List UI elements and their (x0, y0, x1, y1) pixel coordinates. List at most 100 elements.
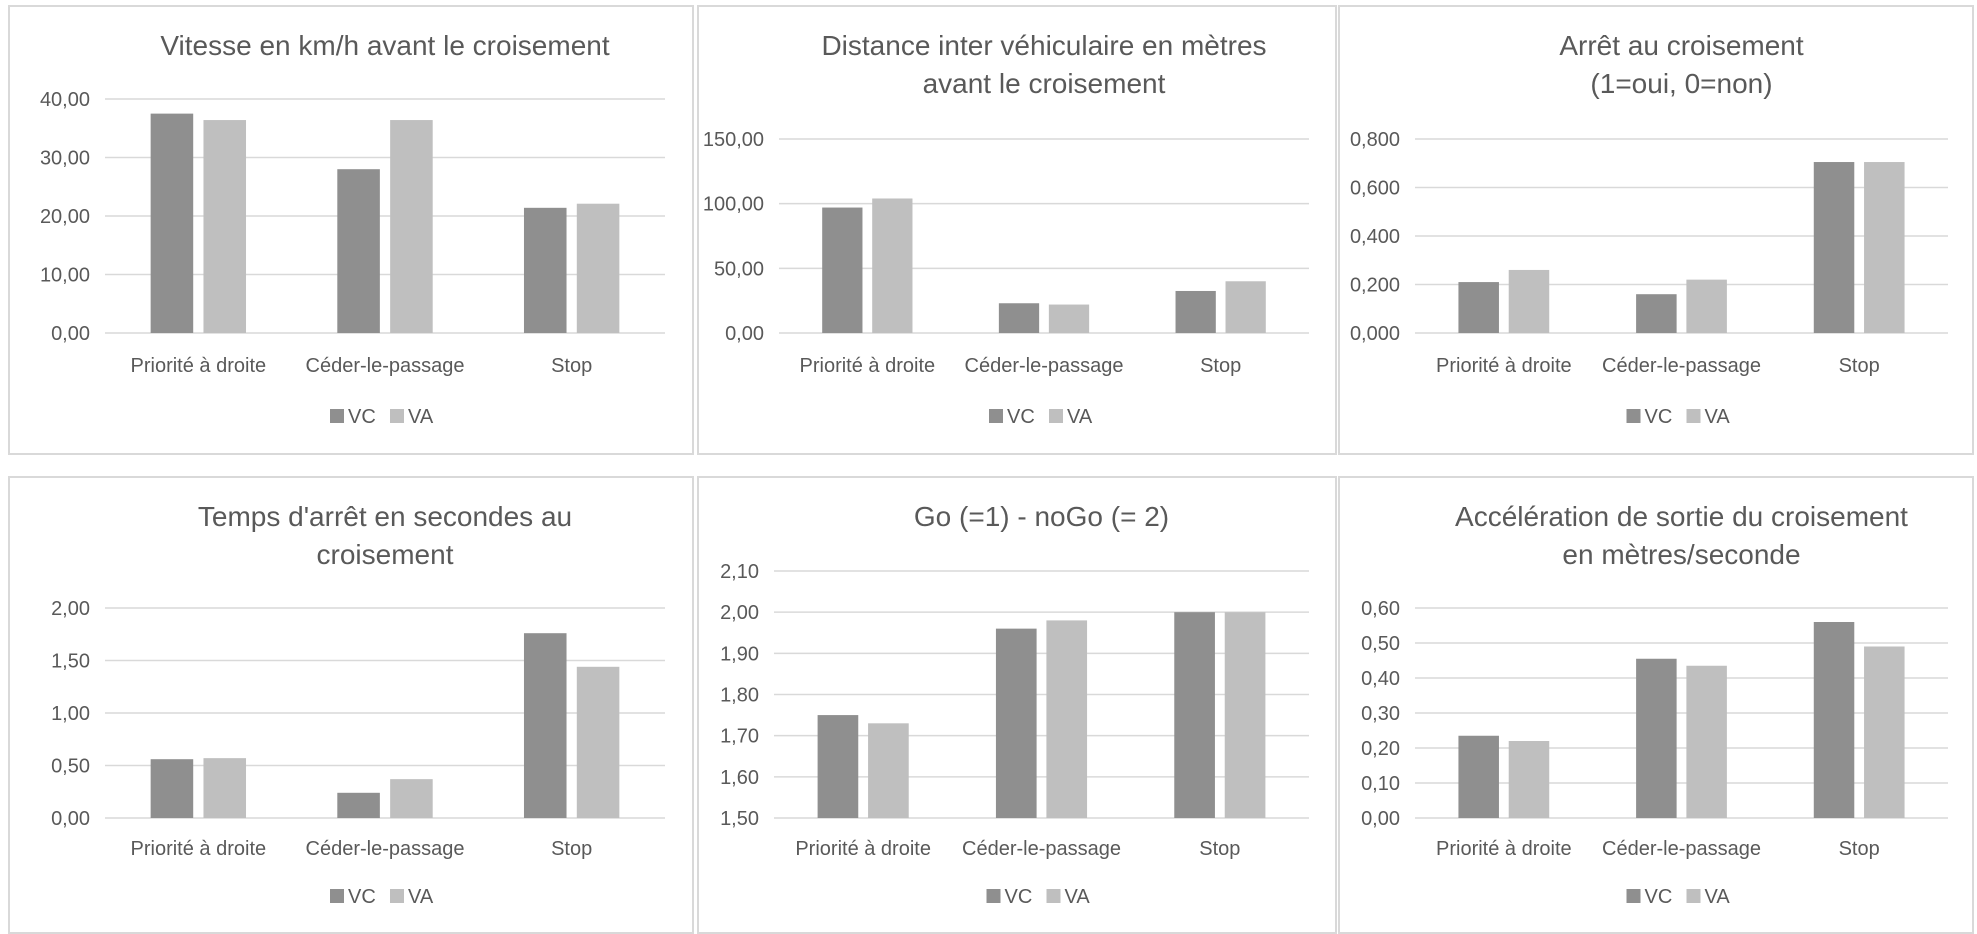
legend-label: VC (1007, 406, 1035, 428)
chart-panel-stop-time: Temps d'arrêt en secondes au croisement 0,… (8, 476, 694, 934)
y-tick-label: 2,00 (51, 598, 90, 620)
chart-panel-speed: Vitesse en km/h avant le croisement 0,00 1… (8, 5, 694, 455)
legend-swatch (1049, 409, 1063, 423)
bar-vc (1813, 162, 1855, 333)
x-category-label: Stop (1839, 838, 1880, 860)
chart-title: Arrêt au croisement (1559, 30, 1804, 61)
bar-va (390, 779, 433, 818)
bar-vc (337, 792, 380, 818)
bar-va (1046, 620, 1088, 818)
bar-vc (995, 628, 1037, 818)
bar-vc (1636, 658, 1677, 818)
chart-title: Vitesse en km/h avant le croisement (160, 30, 609, 61)
x-category-label: Priorité à droite (1436, 838, 1572, 860)
bar-vc (817, 715, 859, 818)
bar-va (203, 758, 247, 818)
legend-swatch (1626, 889, 1641, 903)
chart-svg: Temps d'arrêt en secondes au croisement 0,… (51, 501, 665, 908)
x-category-label: Céder-le-passage (1602, 838, 1761, 860)
legend-swatch (986, 889, 1001, 903)
legend-label: VC (1005, 886, 1033, 908)
chart-panel-stop: Arrêt au croisement (1=oui, 0=non) 0,000 0,… (1338, 5, 1974, 455)
y-tick-label: 0,40 (1361, 668, 1400, 690)
y-tick-label: 0,00 (51, 808, 90, 830)
chart-title: croisement (317, 539, 454, 570)
legend-label: VA (1705, 886, 1731, 908)
x-category-label: Priorité à droite (800, 355, 936, 377)
y-tick-label: 0,50 (1361, 633, 1400, 655)
x-category-label: Priorité à droite (795, 838, 931, 860)
bar-va (1224, 612, 1266, 818)
bar-vc (337, 169, 380, 333)
x-category-label: Céder-le-passage (962, 838, 1121, 860)
chart-title: en mètres/seconde (1562, 539, 1800, 570)
chart-title: Temps d'arrêt en secondes au (198, 501, 572, 532)
y-tick-label: 1,50 (720, 808, 759, 830)
legend-swatch (330, 409, 344, 423)
bar-va (390, 120, 433, 333)
legend-swatch (330, 889, 344, 903)
bar-vc (998, 303, 1040, 333)
legend-swatch (390, 409, 404, 423)
x-category-label: Stop (1200, 355, 1241, 377)
bar-va (1048, 304, 1090, 333)
bar-va (1508, 741, 1550, 818)
y-tick-label: 0,00 (725, 323, 764, 345)
legend-label: VA (1065, 886, 1091, 908)
legend-label: VC (348, 406, 376, 428)
y-tick-label: 0,600 (1350, 178, 1400, 200)
bar-va (868, 723, 909, 818)
x-category-label: Priorité à droite (1436, 355, 1572, 377)
y-tick-label: 50,00 (714, 258, 764, 280)
y-tick-label: 0,60 (1361, 598, 1400, 620)
bar-va (1508, 269, 1550, 333)
x-category-label: Stop (1199, 838, 1240, 860)
legend-label: VA (408, 406, 434, 428)
y-tick-label: 1,70 (720, 726, 759, 748)
chart-svg: Arrêt au croisement (1=oui, 0=non) 0,000 0,… (1350, 30, 1948, 428)
y-tick-label: 0,10 (1361, 773, 1400, 795)
bar-va (1686, 665, 1727, 818)
legend-swatch (390, 889, 404, 903)
x-category-label: Stop (551, 838, 592, 860)
y-tick-label: 40,00 (40, 89, 90, 111)
bar-vc (822, 207, 863, 333)
y-tick-label: 0,20 (1361, 738, 1400, 760)
x-category-label: Priorité à droite (131, 838, 267, 860)
legend-label: VC (1645, 886, 1673, 908)
chart-svg: Distance inter véhiculaire en mètres avan… (703, 30, 1309, 428)
chart-panel-go-nogo: Go (=1) - noGo (= 2) 1,50 1,60 1,70 1,80 1,90… (697, 476, 1337, 934)
y-tick-label: 1,60 (720, 767, 759, 789)
chart-title: avant le croisement (923, 68, 1166, 99)
chart-panel-acceleration: Accélération de sortie du croisement en m… (1338, 476, 1974, 934)
x-category-label: Priorité à droite (131, 355, 267, 377)
y-tick-label: 2,10 (720, 561, 759, 583)
legend-label: VC (1645, 406, 1673, 428)
y-tick-label: 1,50 (51, 651, 90, 673)
y-tick-label: 1,90 (720, 643, 759, 665)
x-category-label: Céder-le-passage (1602, 355, 1761, 377)
y-tick-label: 2,00 (720, 602, 759, 624)
chart-svg: Vitesse en km/h avant le croisement 0,00 1… (40, 30, 665, 428)
y-tick-label: 0,00 (1361, 808, 1400, 830)
chart-panel-distance: Distance inter véhiculaire en mètres avan… (697, 5, 1337, 455)
chart-title: Accélération de sortie du croisement (1455, 501, 1908, 532)
bar-vc (1813, 622, 1855, 818)
bar-vc (150, 113, 194, 333)
bar-va (1864, 646, 1905, 818)
x-category-label: Céder-le-passage (965, 355, 1124, 377)
bar-vc (1636, 294, 1677, 333)
bar-va (1864, 162, 1905, 333)
bar-vc (523, 207, 567, 333)
chart-title: Go (=1) - noGo (= 2) (914, 501, 1169, 532)
legend-swatch (1626, 409, 1641, 423)
legend-label: VA (1067, 406, 1093, 428)
bar-va (576, 666, 620, 818)
y-tick-label: 0,200 (1350, 275, 1400, 297)
legend-label: VA (408, 886, 434, 908)
bar-va (1686, 279, 1727, 333)
bar-va (872, 198, 913, 333)
bar-vc (1458, 735, 1499, 818)
x-category-label: Céder-le-passage (306, 838, 465, 860)
x-category-label: Stop (551, 355, 592, 377)
